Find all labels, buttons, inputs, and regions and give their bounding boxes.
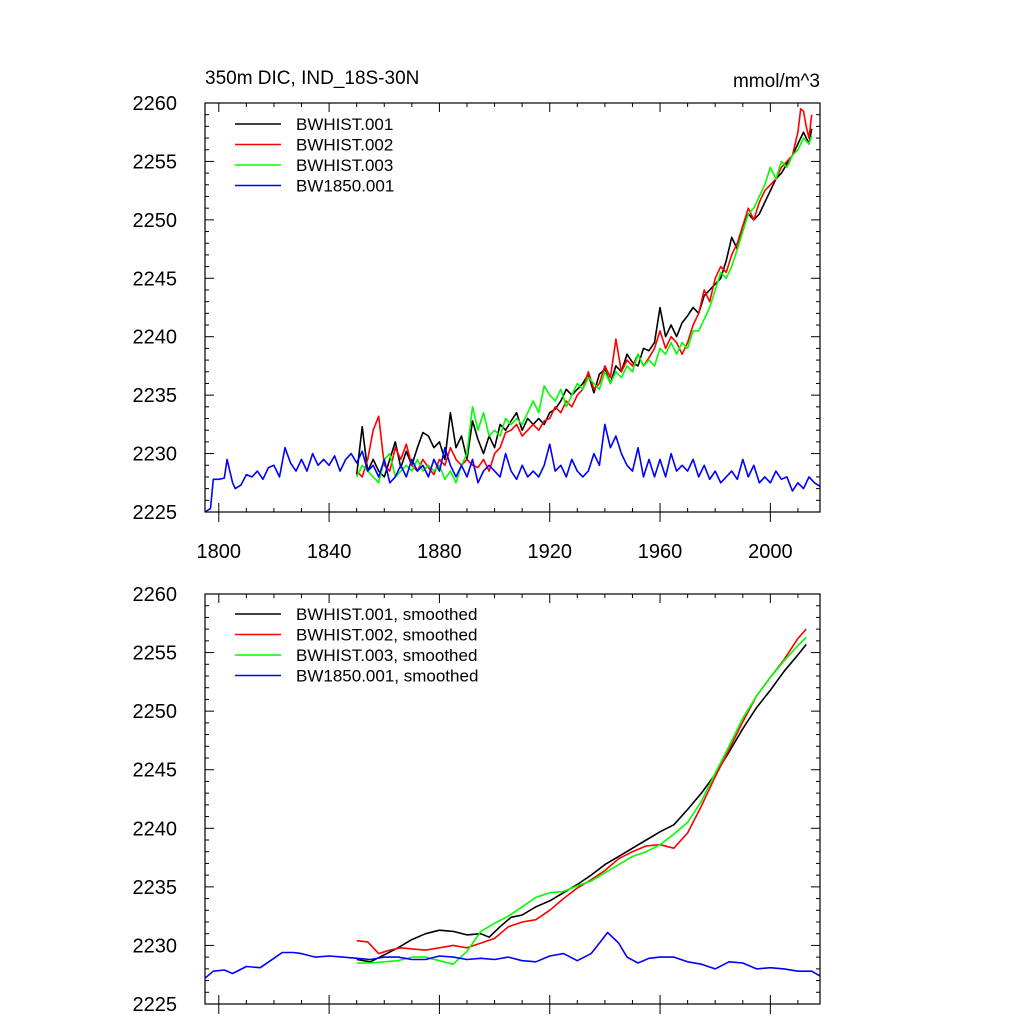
bottom-ytick-label: 2255 xyxy=(133,643,178,665)
bottom-legend-label-1: BWHIST.001, smoothed xyxy=(296,605,477,624)
bottom-ytick-label: 2240 xyxy=(133,818,178,840)
top-panel-units: mmol/m^3 xyxy=(733,71,820,92)
bottom-series-layer xyxy=(204,628,821,979)
top-panel: 350m DIC, IND_18S-30N mmol/m^3 222522302… xyxy=(133,68,821,563)
bottom-series-line-1 xyxy=(356,643,807,963)
top-legend-label-2: BWHIST.002 xyxy=(296,136,393,155)
bottom-series-line-2 xyxy=(356,628,807,955)
top-xtick-label: 1880 xyxy=(417,541,462,563)
top-plot-frame xyxy=(204,102,821,513)
top-ytick-label: 2230 xyxy=(133,444,178,466)
top-ytick-label: 2240 xyxy=(133,327,178,349)
bottom-plot-frame xyxy=(204,593,821,1005)
bottom-ytick-label: 2260 xyxy=(133,584,178,606)
top-xtick-label: 1960 xyxy=(638,541,683,563)
top-axes: 2225 2230 2235 2240 2245 2250 2255 2260 1800 1840… xyxy=(133,93,821,563)
bottom-series-line-3 xyxy=(356,636,807,965)
bottom-ytick-label: 2245 xyxy=(133,760,178,782)
top-ytick-label: 2245 xyxy=(133,268,178,290)
bottom-legend-label-4: BW1850.001, smoothed xyxy=(296,667,478,686)
top-legend-label-4: BW1850.001 xyxy=(296,177,394,196)
top-ytick-label: 2235 xyxy=(133,385,178,407)
top-series-layer xyxy=(204,108,821,513)
top-ytick-label: 2225 xyxy=(133,502,178,524)
top-legend-label-3: BWHIST.003 xyxy=(296,156,393,175)
top-ytick-label: 2255 xyxy=(133,151,178,173)
top-series-line-3 xyxy=(355,135,813,484)
top-series-line-4 xyxy=(204,423,821,513)
bottom-legend-label-2: BWHIST.002, smoothed xyxy=(296,626,477,645)
top-panel-title: 350m DIC, IND_18S-30N xyxy=(205,68,419,89)
bottom-ytick-label: 2225 xyxy=(133,994,178,1016)
bottom-ytick-label: 2235 xyxy=(133,877,178,899)
bottom-ytick-label: 2250 xyxy=(133,701,178,723)
top-ytick-label: 2260 xyxy=(133,93,178,115)
bottom-legend-label-3: BWHIST.003, smoothed xyxy=(296,646,477,665)
bottom-ytick-label: 2230 xyxy=(133,935,178,957)
top-xtick-label: 2000 xyxy=(748,541,793,563)
top-xtick-label: 1920 xyxy=(527,541,572,563)
top-legend-label-1: BWHIST.001 xyxy=(296,115,393,134)
bottom-panel: 2225 2230 2235 2240 2245 2250 2255 2260 BWHIST.… xyxy=(133,584,821,1016)
bottom-series-line-4 xyxy=(204,931,821,979)
bottom-legend: BWHIST.001, smoothed BWHIST.002, smoothed… xyxy=(235,605,478,686)
bottom-axes: 2225 2230 2235 2240 2245 2250 2255 2260 xyxy=(133,584,821,1016)
top-ytick-label: 2250 xyxy=(133,210,178,232)
top-xtick-label: 1840 xyxy=(307,541,352,563)
top-xtick-label: 1800 xyxy=(197,541,242,563)
